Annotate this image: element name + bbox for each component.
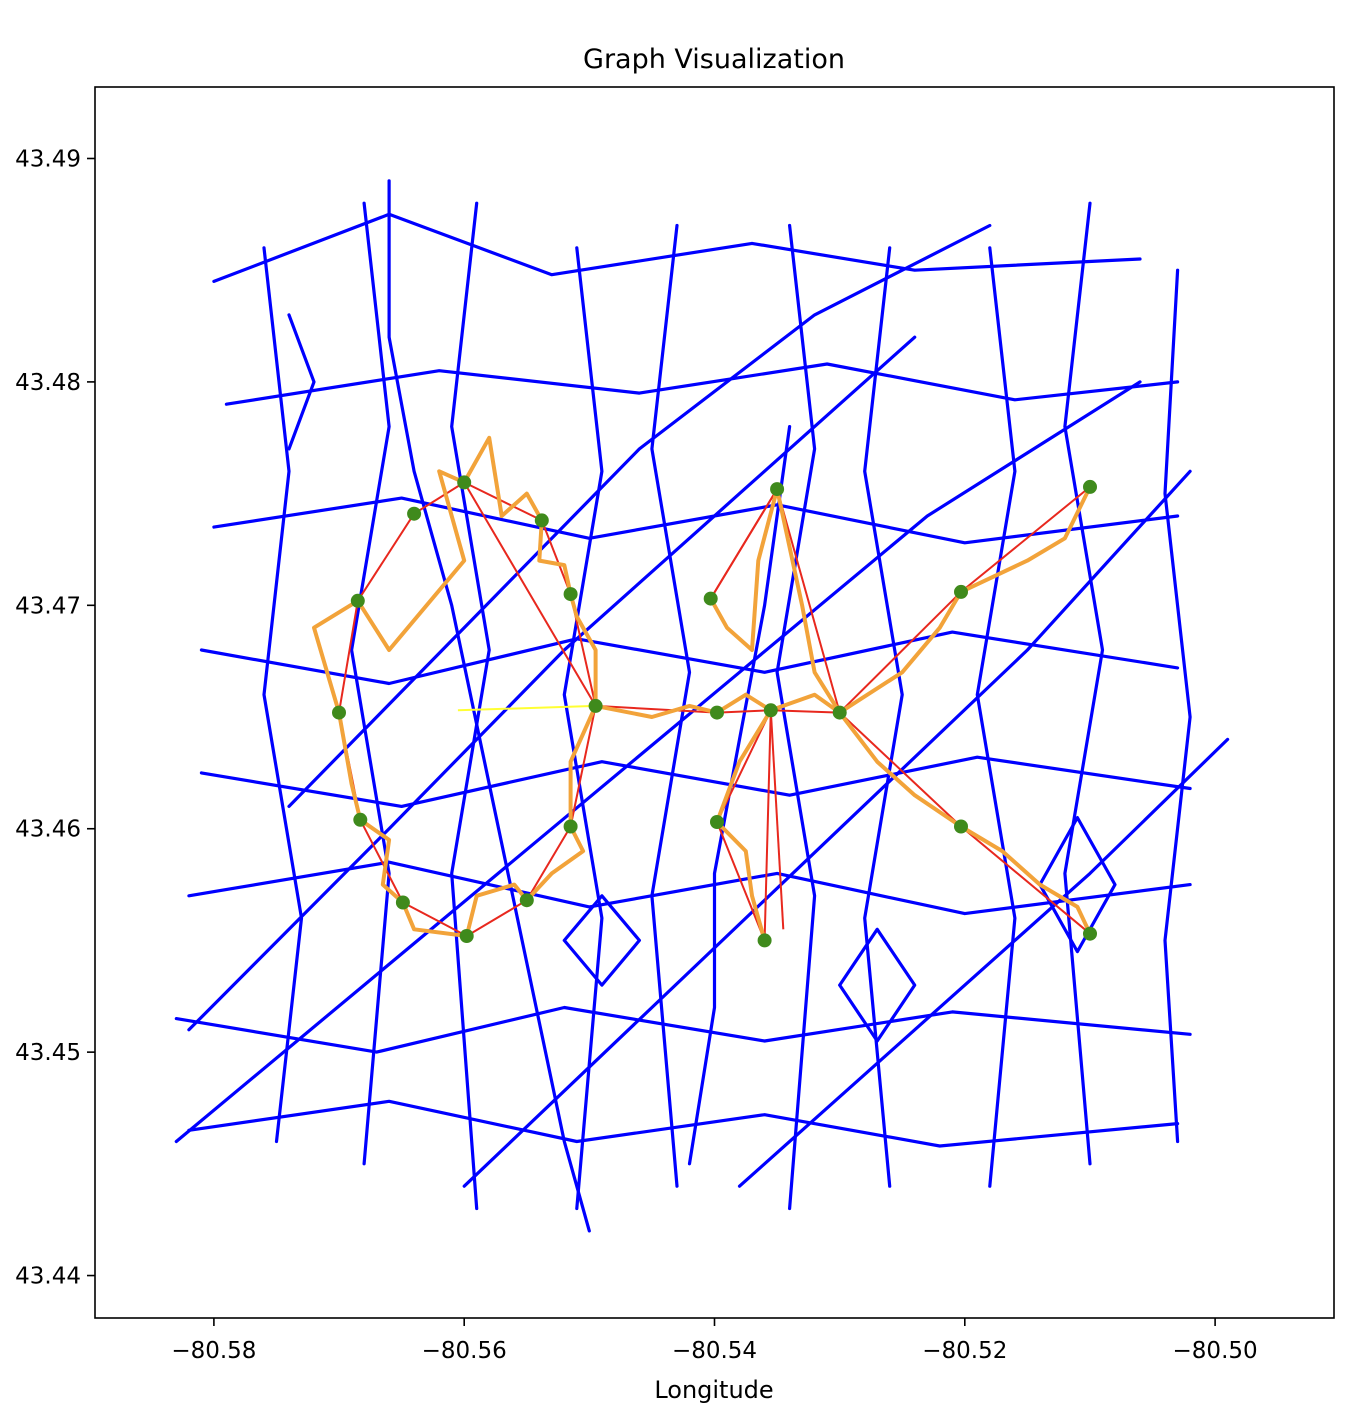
- road-network-layer: [174, 179, 1230, 1233]
- chart-title: Graph Visualization: [583, 44, 845, 75]
- road-segment: [838, 927, 917, 1043]
- connector-line: [457, 704, 596, 712]
- route-path: [593, 692, 842, 719]
- x-tick-label: −80.54: [672, 1338, 757, 1364]
- direct-edge: [595, 704, 840, 714]
- road-segment: [462, 469, 1192, 1188]
- graph-node: [353, 812, 368, 827]
- road-segment: [187, 860, 1192, 916]
- direct-edge: [709, 488, 778, 600]
- x-tick-label: −80.50: [1173, 1338, 1258, 1364]
- road-segment: [737, 737, 1230, 1188]
- road-segment: [1063, 201, 1105, 1166]
- road-segment: [387, 179, 591, 1233]
- graph-node: [763, 703, 778, 718]
- graph-node: [954, 819, 968, 834]
- road-segment: [775, 223, 817, 1211]
- route-path: [837, 710, 1092, 936]
- graph-node: [519, 893, 534, 908]
- graph-node: [563, 587, 578, 602]
- graph-node: [1083, 479, 1097, 494]
- graph-node: [954, 584, 968, 599]
- road-segment: [287, 313, 316, 451]
- graph-node: [757, 933, 772, 948]
- graph-node: [407, 506, 422, 521]
- y-tick-label: 43.46: [15, 817, 81, 843]
- road-segment: [863, 246, 904, 1188]
- road-segment: [687, 425, 792, 1166]
- graph-node: [703, 591, 718, 606]
- road-segment: [287, 223, 992, 809]
- x-tick-label: −80.58: [171, 1338, 256, 1364]
- road-segment: [199, 755, 1192, 809]
- y-tick-label: 43.45: [15, 1040, 81, 1066]
- y-tick-label: 43.47: [15, 593, 81, 619]
- road-segment: [212, 496, 1180, 545]
- graph-node: [563, 819, 578, 834]
- road-segment: [1163, 268, 1192, 1144]
- graph-node: [332, 705, 346, 720]
- nodes-layer: [332, 475, 1097, 948]
- road-segment: [187, 335, 917, 1032]
- graph-node: [710, 815, 724, 829]
- road-segment: [1038, 815, 1117, 954]
- road-segment: [562, 246, 604, 1211]
- route-path: [312, 598, 598, 938]
- road-segment: [212, 212, 1142, 283]
- y-axis: 43.44 43.45 43.46 43.47 43.48 43.49: [15, 146, 95, 1290]
- graph-node: [770, 482, 785, 497]
- x-tick-label: −80.52: [922, 1338, 1007, 1364]
- x-axis-label: Longitude: [654, 1376, 773, 1404]
- graph-node: [457, 475, 472, 490]
- graph-node: [350, 593, 365, 608]
- direct-edge: [716, 709, 772, 942]
- graph-node: [395, 895, 410, 910]
- route-path: [715, 708, 773, 943]
- connector-layer: [457, 704, 596, 712]
- road-segment: [975, 246, 1017, 1188]
- direct-edge: [463, 481, 597, 707]
- graph-node: [588, 698, 603, 713]
- graph-node: [1083, 926, 1097, 941]
- road-segment: [450, 201, 491, 1211]
- road-segment: [562, 894, 642, 987]
- y-tick-label: 43.48: [15, 370, 81, 396]
- routes-layer: [312, 435, 1092, 943]
- y-tick-label: 43.49: [15, 146, 81, 172]
- route-path: [708, 487, 842, 715]
- y-tick-label: 43.44: [15, 1264, 81, 1290]
- road-segment: [650, 223, 692, 1188]
- graph-node: [710, 705, 724, 720]
- x-axis: −80.58 −80.56 −80.54 −80.52 −80.50: [171, 1318, 1258, 1364]
- graph-node: [459, 929, 474, 943]
- route-path: [355, 435, 598, 708]
- direct-edge: [769, 710, 785, 930]
- road-segment: [174, 380, 1142, 1144]
- plot-background: [95, 87, 1334, 1318]
- graph-node: [534, 513, 549, 528]
- graph-node: [832, 705, 847, 720]
- plot-area: [95, 87, 1334, 1318]
- road-segment: [262, 246, 304, 1144]
- x-tick-label: −80.56: [422, 1338, 507, 1364]
